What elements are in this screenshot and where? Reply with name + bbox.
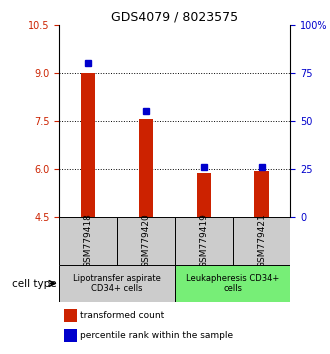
Text: GSM779421: GSM779421 — [257, 213, 266, 268]
Bar — [139, 119, 153, 217]
Bar — [254, 171, 269, 217]
Bar — [233, 217, 290, 265]
Bar — [64, 309, 77, 322]
Bar — [59, 265, 175, 302]
Bar — [64, 329, 77, 342]
Bar — [117, 217, 175, 265]
Text: percentile rank within the sample: percentile rank within the sample — [80, 331, 233, 340]
Text: transformed count: transformed count — [80, 311, 164, 320]
Text: GSM779418: GSM779418 — [84, 213, 93, 268]
Text: cell type: cell type — [12, 279, 56, 289]
Bar — [197, 173, 211, 217]
Bar — [59, 217, 117, 265]
Bar — [175, 265, 290, 302]
Bar — [81, 73, 95, 217]
Title: GDS4079 / 8023575: GDS4079 / 8023575 — [111, 11, 239, 24]
Bar — [175, 217, 233, 265]
Text: Leukapheresis CD34+
cells: Leukapheresis CD34+ cells — [186, 274, 279, 293]
Text: GSM779420: GSM779420 — [142, 213, 150, 268]
Text: GSM779419: GSM779419 — [199, 213, 208, 268]
Text: Lipotransfer aspirate
CD34+ cells: Lipotransfer aspirate CD34+ cells — [73, 274, 161, 293]
